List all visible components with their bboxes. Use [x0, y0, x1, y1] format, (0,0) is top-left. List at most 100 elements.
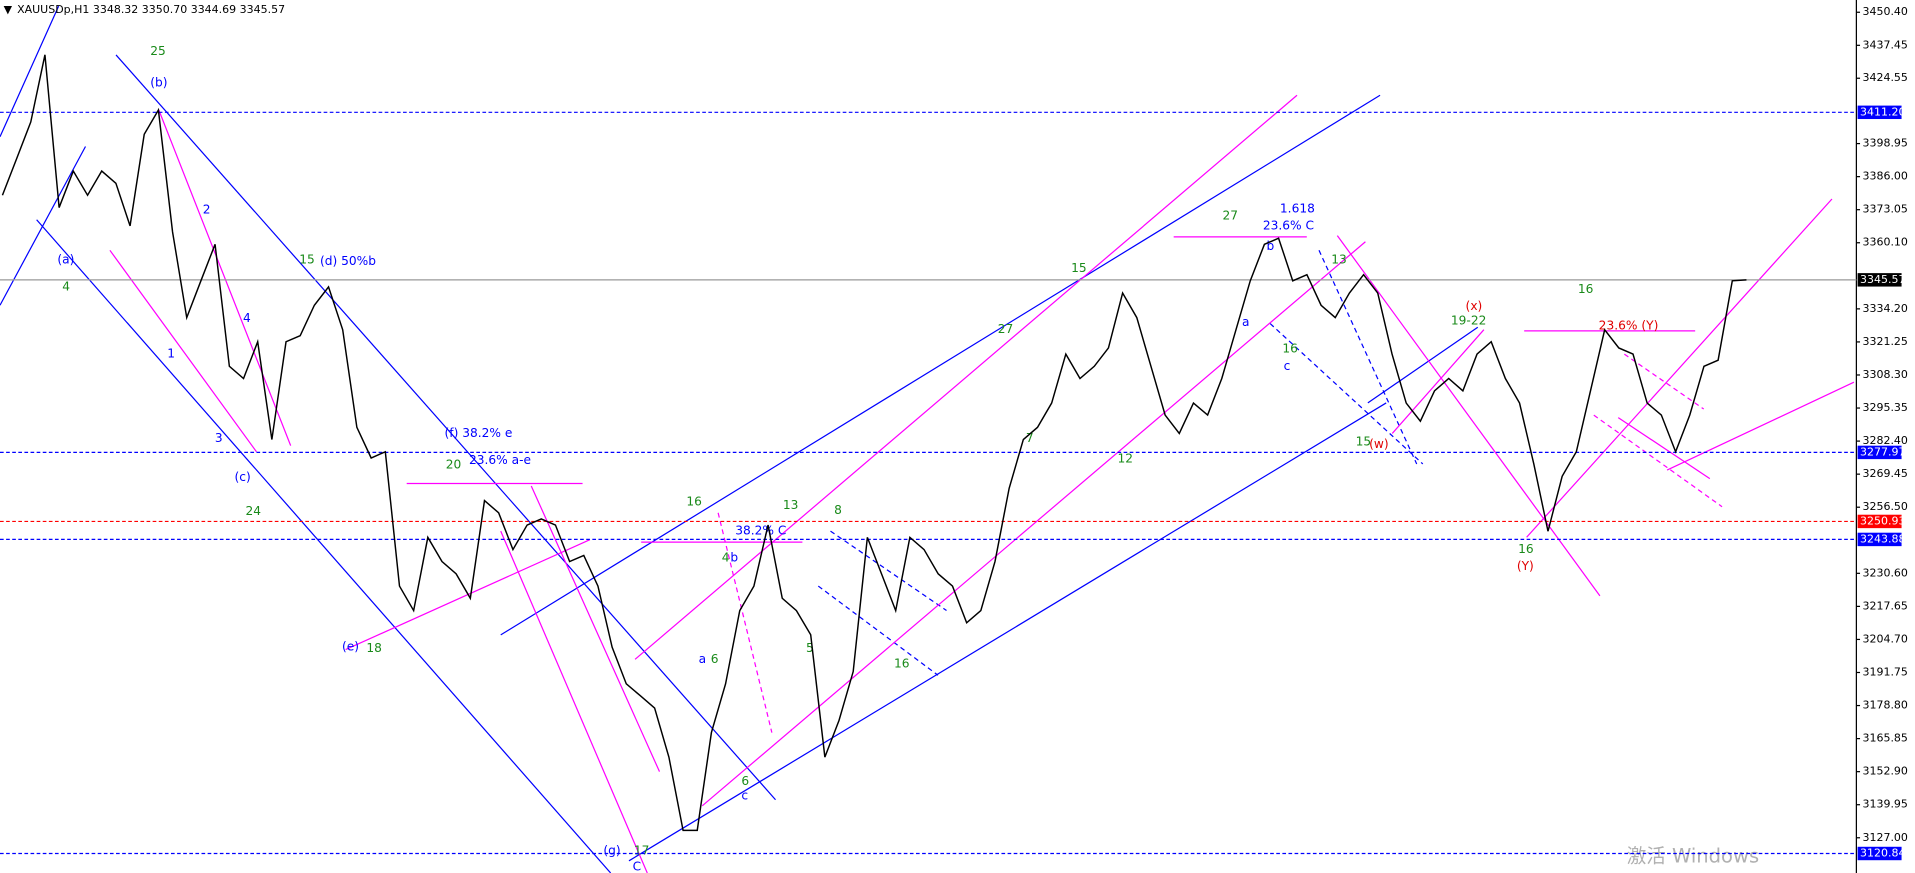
trendline	[717, 512, 773, 733]
trendline	[115, 54, 776, 801]
wave-label: (g)	[603, 844, 620, 858]
y-tick-label: 3127.00	[1862, 831, 1907, 844]
y-tick-label: 3334.20	[1862, 302, 1907, 315]
wave-label: 2	[203, 203, 211, 217]
trendline	[1336, 235, 1601, 597]
wave-label: C	[633, 859, 642, 873]
y-tick-label: 3178.80	[1862, 699, 1907, 712]
trendline	[1367, 326, 1479, 404]
level-label: 3250.93	[1860, 514, 1905, 527]
wave-label: 16	[1578, 282, 1594, 296]
wave-label: 3	[215, 431, 223, 445]
wave-label: c	[1284, 359, 1291, 373]
wave-label: 23.6% C	[1263, 218, 1314, 232]
wave-label: 12	[1117, 452, 1133, 466]
trendline	[0, 5, 60, 137]
annotations: 25 (b) (a) 4 2 1 4 3 (c) 24 15 (d) 50%b …	[57, 44, 1759, 873]
level-label-box	[1857, 105, 1902, 120]
wave-label: b	[1266, 239, 1274, 253]
wave-label: 27	[998, 322, 1014, 336]
y-tick-label: 3360.10	[1862, 236, 1907, 249]
wave-label: 5	[806, 641, 814, 655]
wave-label: 18	[366, 641, 382, 655]
level-label: 3277.97	[1860, 445, 1905, 458]
wave-label: (w)	[1369, 437, 1389, 451]
wave-label: 19-22	[1451, 314, 1486, 328]
y-tick-label: 3424.55	[1862, 71, 1907, 84]
y-tick-label: 3321.25	[1862, 335, 1907, 348]
y-tick-label: 3282.40	[1862, 434, 1907, 447]
y-tick-label: 3256.50	[1862, 500, 1907, 513]
wave-label: (d) 50%b	[320, 254, 376, 268]
wave-label: (a)	[57, 253, 74, 267]
trendline	[36, 219, 612, 873]
wave-label: 15	[1071, 261, 1087, 275]
current-price-box	[1857, 273, 1902, 287]
trendline	[109, 249, 257, 453]
level-label: 3243.88	[1860, 532, 1905, 545]
wave-label: a	[699, 652, 706, 666]
trendline	[530, 485, 661, 772]
watermark: 激活 Windows	[1627, 845, 1759, 868]
wave-label: 13	[1331, 253, 1347, 267]
wave-label: 8	[834, 503, 842, 517]
trendline	[817, 585, 939, 676]
trendline	[701, 241, 1366, 807]
wave-label: 13	[783, 498, 799, 512]
trendline	[634, 94, 1298, 660]
wave-label: 1	[167, 347, 175, 361]
wave-label: 4	[62, 279, 70, 293]
level-label: 3120.84	[1860, 846, 1905, 859]
trendline	[628, 402, 1387, 862]
y-tick-label: 3191.75	[1862, 665, 1907, 678]
wave-label: 6	[741, 774, 749, 788]
wave-label: (c)	[234, 470, 250, 484]
wave-label: 17	[634, 844, 650, 858]
y-tick-label: 3139.95	[1862, 798, 1907, 811]
level-label-box	[1857, 445, 1902, 460]
wave-label: 15	[1356, 434, 1372, 448]
y-tick-label: 3269.45	[1862, 467, 1907, 480]
wave-label: 25	[150, 44, 166, 58]
wave-label: (e)	[342, 640, 359, 654]
wave-label: (f) 38.2% e	[445, 426, 513, 440]
trendline	[1593, 414, 1723, 508]
wave-label: (Y)	[1641, 319, 1658, 333]
trendline	[500, 530, 648, 873]
level-label-box	[1857, 514, 1902, 529]
y-tick-label: 3398.95	[1862, 137, 1907, 150]
current-price-label: 3345.57	[1860, 273, 1905, 286]
wave-label: 15	[299, 253, 315, 267]
wave-label: (Y)	[1517, 559, 1534, 573]
wave-label: 4	[243, 311, 251, 325]
wave-label: 16	[894, 657, 910, 671]
y-tick-label: 3204.70	[1862, 632, 1907, 645]
y-tick-label: 3217.65	[1862, 599, 1907, 612]
y-tick-label: 3450.40	[1862, 5, 1907, 18]
trendline	[1391, 329, 1485, 434]
y-tick-label: 3165.85	[1862, 732, 1907, 745]
wave-label: b	[730, 550, 738, 564]
trendlines	[0, 5, 1855, 873]
chart-title: XAUUSDp,H1 3348.32 3350.70 3344.69 3345.…	[17, 3, 285, 16]
y-tick-label: 3308.30	[1862, 368, 1907, 381]
wave-label: 23.6%	[1599, 319, 1638, 333]
price-line	[1, 54, 1747, 832]
wave-label: 1.618	[1280, 201, 1315, 215]
level-label-box	[1857, 846, 1902, 861]
y-tick-label: 3373.05	[1862, 203, 1907, 216]
trendline	[158, 109, 292, 446]
y-tick-label: 3437.45	[1862, 38, 1907, 51]
wave-label: c	[741, 789, 748, 803]
wave-label: (x)	[1466, 299, 1483, 313]
wave-label: 20	[446, 458, 462, 472]
level-label: 3411.20	[1860, 105, 1905, 118]
wave-label: 6	[711, 652, 719, 666]
wave-label: 16	[1518, 542, 1534, 556]
y-tick-label: 3230.60	[1862, 566, 1907, 579]
wave-label: 38.2% C	[735, 524, 786, 538]
trendline	[1617, 417, 1711, 480]
wave-label: 7	[1026, 431, 1034, 445]
